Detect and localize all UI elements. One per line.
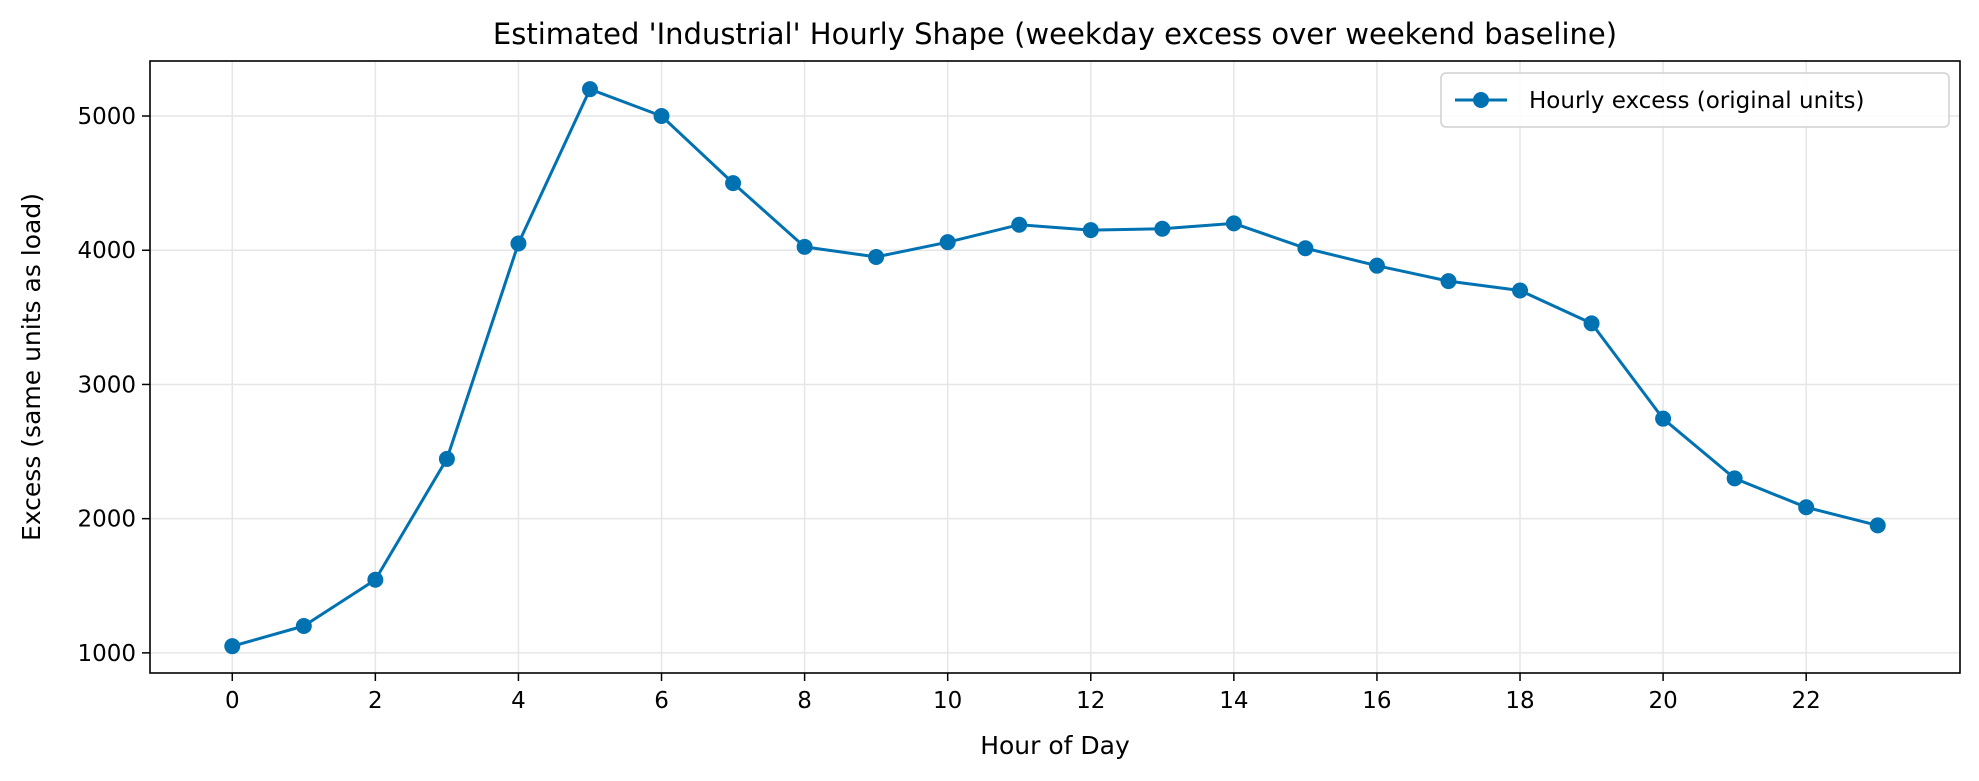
series-layer (224, 81, 1886, 655)
chart-title: Estimated 'Industrial' Hourly Shape (wee… (493, 17, 1617, 51)
data-point (1368, 257, 1385, 274)
x-tick-label: 18 (1505, 688, 1534, 714)
y-tick-label: 4000 (77, 238, 136, 264)
data-point (1154, 220, 1171, 237)
data-point (1082, 222, 1099, 239)
data-point (868, 248, 885, 265)
grid (150, 61, 1960, 673)
y-axis-label: Excess (same units as load) (17, 193, 46, 541)
data-point (653, 108, 670, 125)
data-point (1655, 410, 1672, 427)
data-point (295, 618, 312, 635)
data-point (438, 450, 455, 467)
x-tick-label: 4 (511, 688, 526, 714)
legend: Hourly excess (original units) (1440, 72, 1950, 128)
x-axis-label: Hour of Day (980, 731, 1130, 760)
x-tick-label: 20 (1648, 688, 1677, 714)
y-tick-label: 3000 (77, 372, 136, 398)
data-point (224, 638, 241, 655)
data-point (1011, 216, 1028, 233)
data-point (367, 571, 384, 588)
x-tick-label: 12 (1076, 688, 1105, 714)
series-line (231, 87, 1879, 648)
axis-ticks: 0 2 4 6 8 10 12 14 16 18 20 22 1000 2000 3000 4000 5000 (77, 104, 1820, 714)
data-point (939, 234, 956, 251)
x-tick-label: 6 (654, 688, 669, 714)
legend-series-marker (1473, 92, 1489, 108)
legend-box (1440, 72, 1950, 128)
data-point (1297, 240, 1314, 257)
data-point (1512, 282, 1529, 299)
legend-series-label: Hourly excess (original units) (1529, 88, 1865, 114)
data-point (725, 175, 742, 192)
plot-frame (149, 60, 1961, 674)
x-tick-label: 22 (1792, 688, 1821, 714)
y-tick-label: 1000 (77, 641, 136, 667)
x-tick-label: 0 (225, 688, 240, 714)
x-tick-label: 10 (933, 688, 962, 714)
y-tick-label: 2000 (77, 507, 136, 533)
y-tick-label: 5000 (77, 104, 136, 130)
data-point (1225, 215, 1242, 232)
x-tick-label: 16 (1362, 688, 1391, 714)
data-point (1726, 470, 1743, 487)
data-point (796, 238, 813, 255)
data-point (581, 81, 598, 98)
x-tick-label: 2 (368, 688, 383, 714)
x-tick-label: 14 (1219, 688, 1248, 714)
data-point (1440, 273, 1457, 290)
data-point (1798, 499, 1815, 516)
data-point (1869, 517, 1886, 534)
x-tick-label: 8 (797, 688, 812, 714)
data-point (510, 235, 527, 252)
data-point (1583, 315, 1600, 332)
